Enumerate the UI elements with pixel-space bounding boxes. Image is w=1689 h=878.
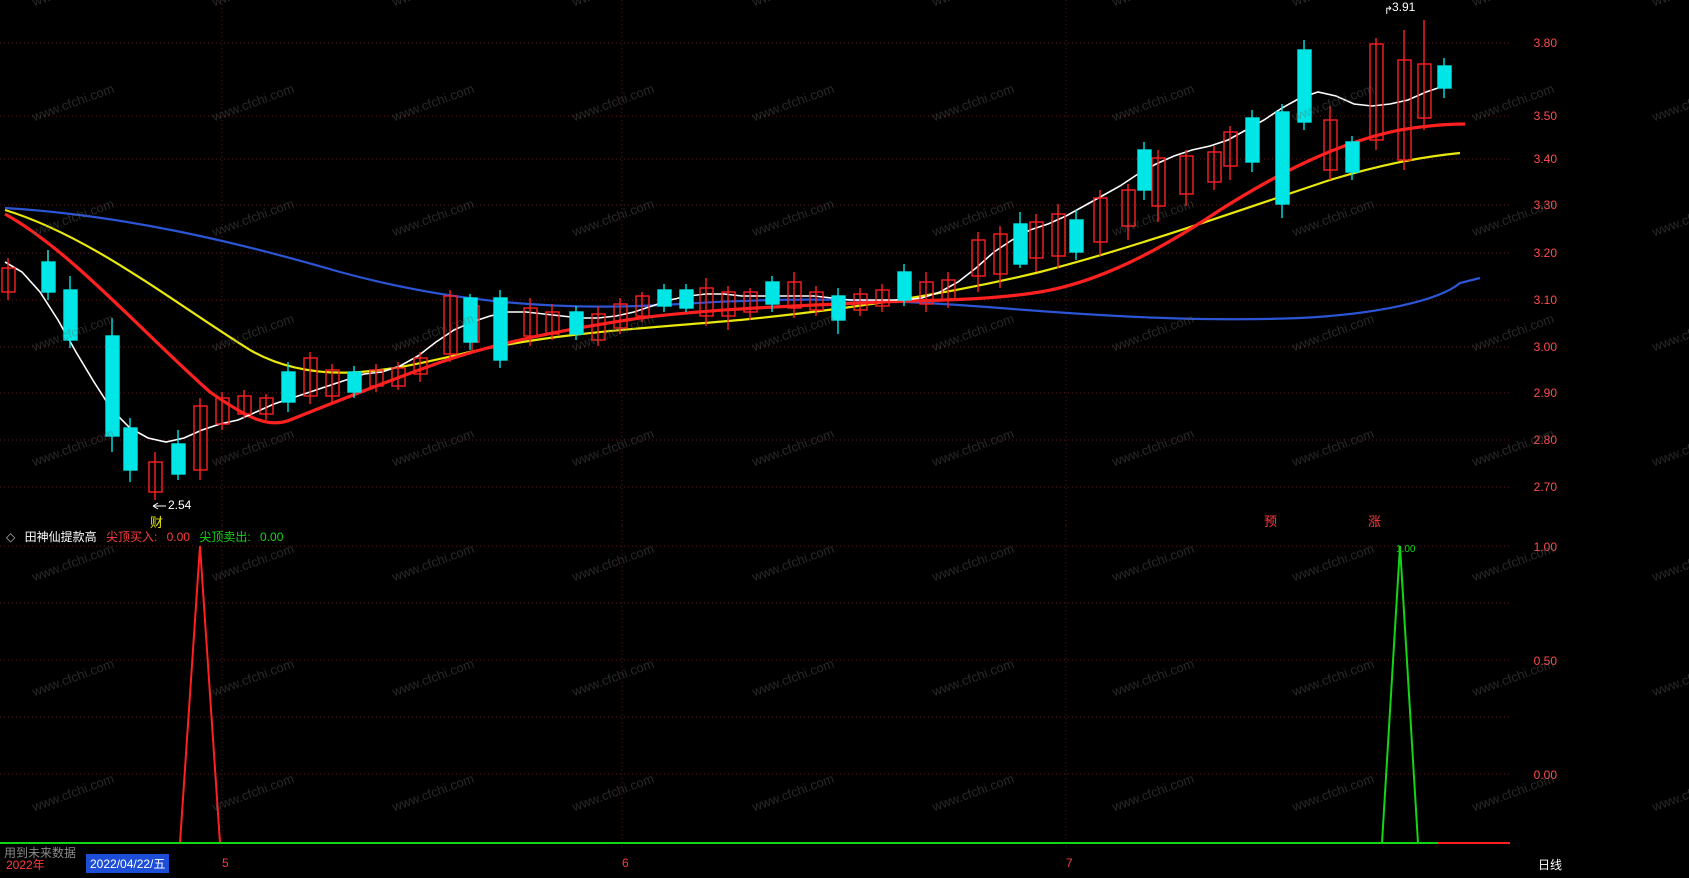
marker-yu: 预 [1264, 514, 1278, 529]
axis-label-7: 3.00 [1533, 340, 1557, 354]
low-price-annotation: 2.54 [168, 498, 192, 512]
price-axis: 3.80 3.50 3.40 3.30 3.20 3.10 3.00 2.90 … [1510, 0, 1689, 848]
indicator-pane[interactable]: 1.00 [0, 526, 1510, 848]
marker-cai: 财 [150, 515, 164, 530]
axis-label-8: 2.90 [1533, 386, 1557, 400]
price-chart-svg [0, 0, 1510, 526]
indicator-buy-value: 0.00 [166, 530, 190, 544]
axis-label-3: 3.40 [1533, 152, 1557, 166]
axis-label-5: 3.20 [1533, 246, 1557, 260]
axis-label-0: 3.80 [1533, 36, 1557, 50]
axis-label-10: 2.70 [1533, 480, 1557, 494]
sub-axis-label-1: 0.50 [1533, 654, 1557, 668]
period-label[interactable]: 日线 [1538, 858, 1563, 872]
ma-yellow-line [4, 151, 1461, 374]
indicator-sell-label: 尖顶卖出: [199, 530, 251, 544]
axis-label-6: 3.10 [1533, 293, 1557, 307]
indicator-buy-label: 尖顶买入: [105, 530, 158, 544]
low-annotation-arrow [152, 502, 166, 510]
price-pane[interactable]: 2.54 3.91 ↱ 财 预 涨 [0, 0, 1510, 530]
high-annotation-arrow: ↱ [1384, 5, 1394, 17]
indicator-header: ◇ 田神仙提款高 尖顶买入: 0.00 尖顶卖出: 0.00 [6, 528, 289, 545]
axis-tick-5: 5 [222, 856, 229, 870]
selected-date-chip[interactable]: 2022/04/22/五 [86, 854, 170, 873]
time-axis-bar: 2022年 2022/04/22/五 5 6 7 日线 [0, 848, 1689, 878]
sell-spike [1381, 545, 1419, 844]
sell-peak-label: 1.00 [1396, 544, 1416, 555]
buy-spike [179, 545, 221, 844]
indicator-sell-value: 0.00 [260, 530, 284, 544]
axis-label-2: 3.50 [1533, 109, 1557, 123]
axis-tick-7: 7 [1066, 856, 1073, 870]
indicator-menu-icon[interactable]: ◇ [6, 530, 16, 544]
axis-label-4: 3.30 [1533, 198, 1557, 212]
axis-label-9: 2.80 [1533, 433, 1557, 447]
sub-axis-label-2: 0.00 [1533, 768, 1557, 782]
year-label: 2022年 [6, 858, 45, 872]
ma-white-line [4, 85, 1445, 443]
candlestick-series [1, 20, 1452, 500]
high-price-annotation: 3.91 [1392, 0, 1416, 14]
sub-axis-label-0: 1.00 [1533, 540, 1557, 554]
marker-zhang: 涨 [1368, 514, 1382, 529]
axis-tick-6: 6 [622, 856, 629, 870]
ma-red-line [4, 122, 1466, 425]
indicator-title: 田神仙提款高 [24, 530, 97, 544]
future-data-note: 用到未来数据 [4, 846, 77, 860]
ma-blue-line [4, 206, 1481, 321]
indicator-chart-svg [0, 526, 1510, 848]
